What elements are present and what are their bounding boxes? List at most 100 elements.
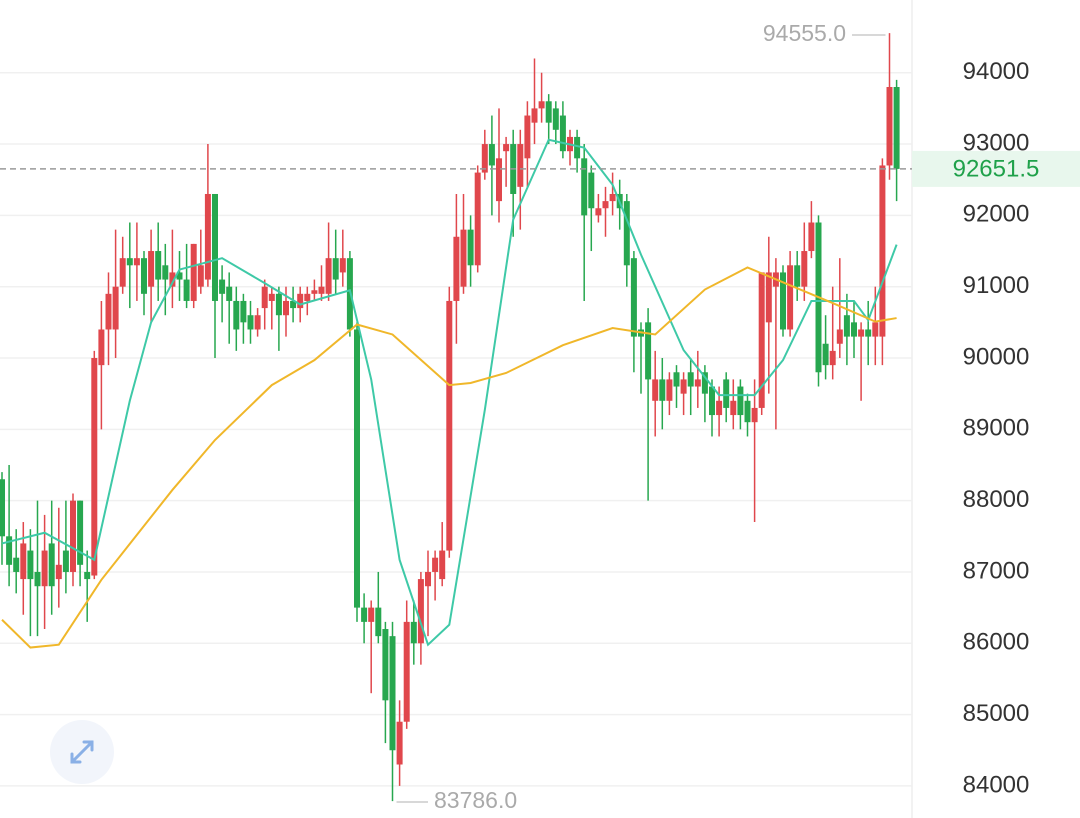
y-tick-label: 92000 xyxy=(963,201,1030,228)
candle-body xyxy=(808,222,815,252)
candle-body xyxy=(439,550,446,580)
candle-body xyxy=(112,286,119,330)
candle-body xyxy=(325,258,332,294)
candle-body xyxy=(226,286,233,301)
candle-body xyxy=(55,564,62,580)
candle-body xyxy=(98,329,105,366)
candle-body xyxy=(559,115,566,152)
candle-body xyxy=(311,290,318,294)
y-tick-label: 84000 xyxy=(963,771,1030,798)
candle-body xyxy=(787,265,794,330)
candle-body xyxy=(694,379,701,387)
y-tick-label: 85000 xyxy=(963,700,1030,727)
candle-body xyxy=(595,208,602,216)
candle-body xyxy=(723,379,730,408)
candle-body xyxy=(155,251,162,280)
candle-body xyxy=(48,543,55,587)
candle-body xyxy=(517,144,524,187)
candle-body xyxy=(716,400,723,416)
candle-body xyxy=(354,329,360,608)
candle-body xyxy=(119,258,126,287)
candle-body xyxy=(851,322,857,337)
candle-body xyxy=(432,557,439,572)
candle-body xyxy=(488,144,495,166)
candle-body xyxy=(744,400,751,423)
candle-body xyxy=(609,193,616,202)
candle-body xyxy=(460,229,467,287)
candle-body xyxy=(141,258,147,294)
moving-average-line xyxy=(1,138,898,647)
last-price-box xyxy=(912,150,1080,187)
candle-body xyxy=(105,293,112,330)
candle-body xyxy=(836,329,843,344)
moving-average-line xyxy=(1,266,897,649)
high-label: 94555.0 xyxy=(763,20,846,46)
candle-body xyxy=(503,144,510,152)
candle-body xyxy=(545,101,552,123)
candle-body xyxy=(332,258,339,280)
low-label: 83786.0 xyxy=(434,787,517,813)
candle-body xyxy=(290,300,297,309)
candle-body xyxy=(6,536,13,565)
candle-body xyxy=(453,236,460,301)
candle-body xyxy=(20,543,27,580)
candle-body xyxy=(474,172,481,266)
candle-body xyxy=(27,550,34,580)
candle-body xyxy=(190,243,197,301)
candle-body xyxy=(183,279,190,301)
candle-body xyxy=(375,607,382,637)
candle-body xyxy=(247,315,254,330)
candle-body xyxy=(446,300,453,551)
y-tick-label: 87000 xyxy=(963,557,1030,584)
candle-body xyxy=(417,579,424,644)
candle-body xyxy=(275,293,282,316)
y-tick-label: 91000 xyxy=(963,272,1030,299)
candle-body xyxy=(687,372,694,387)
candle-body xyxy=(283,300,289,316)
candle-body xyxy=(268,293,275,301)
candle-body xyxy=(77,500,84,565)
y-tick-label: 86000 xyxy=(963,629,1030,656)
candle-body xyxy=(70,500,76,572)
candle-body xyxy=(425,571,431,587)
candle-body xyxy=(240,300,247,323)
candle-body xyxy=(176,272,183,280)
candle-body xyxy=(780,272,786,330)
candle-body xyxy=(709,386,715,416)
candle-body xyxy=(361,607,368,622)
candle-body xyxy=(204,193,211,280)
y-tick-label: 94000 xyxy=(963,58,1030,85)
candle-body xyxy=(552,108,559,130)
candle-body xyxy=(623,201,630,266)
candle-body xyxy=(538,101,545,109)
candle-body xyxy=(588,172,595,209)
candle-body xyxy=(496,158,502,202)
candle-body xyxy=(304,293,311,301)
candle-body xyxy=(765,272,772,323)
candle-body xyxy=(730,400,737,416)
candle-body xyxy=(822,343,829,366)
candle-body xyxy=(197,265,204,287)
candle-body xyxy=(162,265,169,280)
candle-body xyxy=(801,251,808,287)
candle-body xyxy=(701,372,708,394)
candle-body xyxy=(467,229,474,266)
candle-body xyxy=(872,322,879,337)
expand-button[interactable] xyxy=(50,720,114,784)
candle-body xyxy=(126,258,133,266)
candle-body xyxy=(41,550,48,587)
candle-body xyxy=(680,379,687,394)
candle-body xyxy=(0,479,5,537)
candle-body xyxy=(574,136,581,159)
candle-body xyxy=(737,386,744,416)
last-price-label: 92651.5 xyxy=(953,155,1040,182)
candle-body xyxy=(34,571,41,587)
candle-body xyxy=(893,87,900,169)
candle-body xyxy=(758,272,765,408)
candle-body xyxy=(148,251,155,287)
candle-body xyxy=(219,279,226,294)
candle-body xyxy=(865,329,872,337)
candle-body xyxy=(62,550,69,572)
candle-body xyxy=(659,379,666,401)
